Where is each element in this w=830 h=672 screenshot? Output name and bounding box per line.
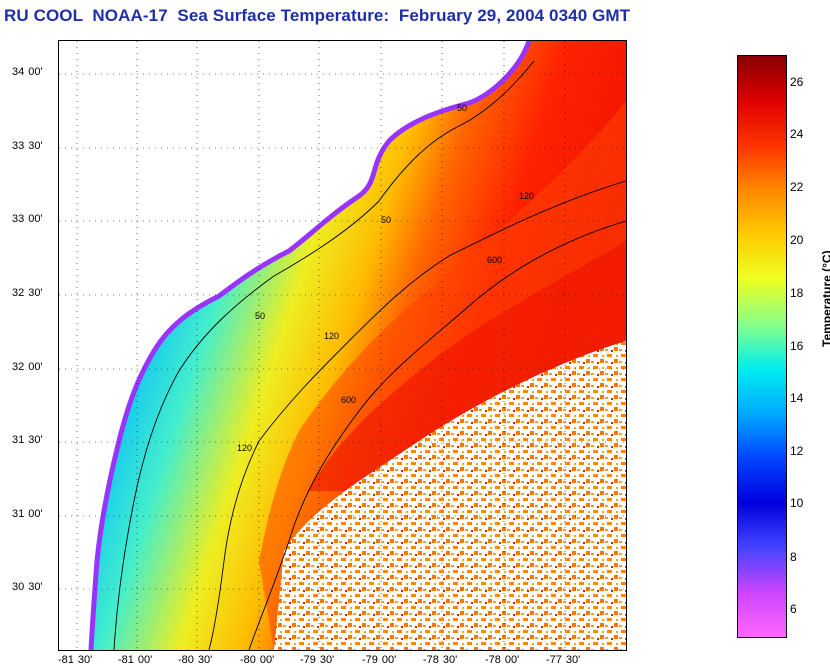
- temperature-colorbar: [737, 55, 787, 638]
- latitude-tick-label: 33 00': [12, 213, 43, 225]
- isobath-label-120: 120: [237, 443, 252, 453]
- colorbar-tick-label: 22: [790, 180, 804, 194]
- longitude-tick-label: -79 00': [362, 654, 397, 666]
- colorbar-tick-label: 10: [790, 496, 804, 510]
- colorbar-tick-label: 6: [790, 602, 797, 616]
- land-area: [59, 41, 529, 650]
- isobath-label-120: 120: [519, 191, 534, 201]
- isobath-label-120: 120: [324, 331, 339, 341]
- latitude-tick-label: 31 30': [12, 434, 43, 446]
- colorbar-tick-label: 20: [790, 233, 804, 247]
- longitude-tick-label: -78 30': [423, 654, 458, 666]
- isobath-label-600: 600: [341, 395, 356, 405]
- latitude-tick-label: 30 30': [12, 581, 43, 593]
- isobath-label-50: 50: [457, 103, 467, 113]
- longitude-tick-label: -80 30': [178, 654, 213, 666]
- isobath-600: [248, 220, 626, 650]
- isobath-50: [113, 60, 535, 650]
- isobath-label-50: 50: [381, 215, 391, 225]
- latitude-tick-label: 31 00': [12, 508, 43, 520]
- longitude-tick-label: -78 00': [485, 654, 520, 666]
- colorbar-tick-label: 14: [790, 391, 804, 405]
- longitude-tick-label: -81 30': [58, 654, 93, 666]
- longitude-tick-label: -77 30': [546, 654, 581, 666]
- map-title: RU COOL NOAA-17 Sea Surface Temperature:…: [4, 6, 631, 25]
- isobath-label-600: 600: [487, 255, 502, 265]
- cloud-speckle-area: [274, 341, 626, 650]
- colorbar-tick-label: 18: [790, 286, 804, 300]
- latitude-tick-label: 32 30': [12, 287, 43, 299]
- colorbar-tick-label: 16: [790, 339, 804, 353]
- sst-map: 50 50 50 120 120 120 600 600: [58, 40, 627, 651]
- colorbar-tick-label: 12: [790, 444, 804, 458]
- latitude-tick-label: 32 00': [12, 361, 43, 373]
- colorbar-tick-label: 24: [790, 127, 804, 141]
- longitude-tick-label: -79 30': [300, 654, 335, 666]
- colorbar-gradient: [738, 56, 786, 637]
- colorbar-label: Temperature (°C): [820, 250, 830, 347]
- colorbar-tick-label: 8: [790, 550, 797, 564]
- isobath-label-50: 50: [255, 311, 265, 321]
- longitude-tick-label: -80 00': [240, 654, 275, 666]
- longitude-tick-label: -81 00': [118, 654, 153, 666]
- colorbar-tick-label: 26: [790, 75, 804, 89]
- sst-map-canvas: 50 50 50 120 120 120 600 600: [59, 41, 626, 650]
- latitude-tick-label: 34 00': [12, 66, 43, 78]
- isobath-120: [208, 180, 626, 650]
- latitude-tick-label: 33 30': [12, 140, 43, 152]
- coastal-edge: [88, 41, 532, 650]
